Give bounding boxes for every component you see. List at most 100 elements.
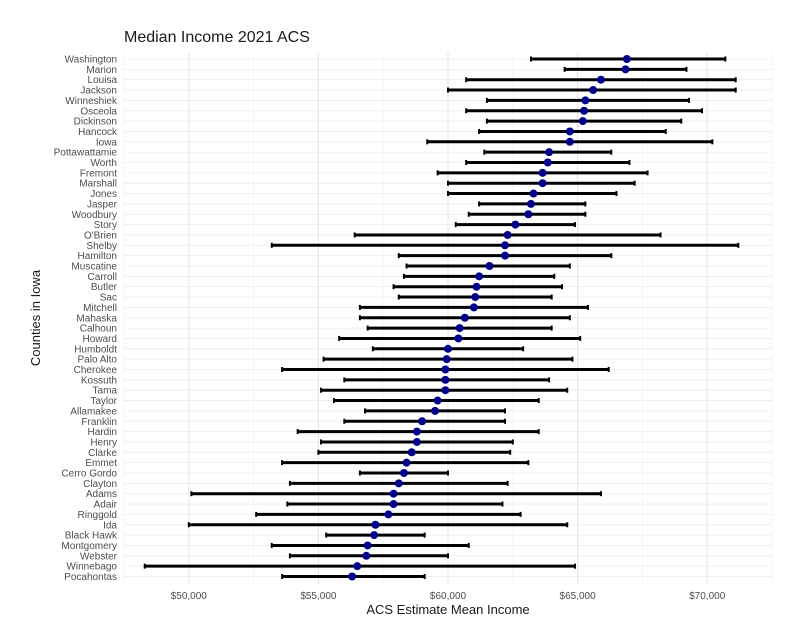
x-tick-label: $60,000 [430, 591, 467, 602]
y-tick-label: Marion [86, 65, 117, 76]
x-tick-labels: $50,000 $55,000 $60,000 $65,000 $70,000 [171, 591, 726, 602]
data-point [384, 510, 393, 519]
y-tick-labels: WashingtonMarionLouisaJacksonWinneshiekO… [54, 55, 118, 584]
y-tick-label: Black Hawk [65, 531, 118, 542]
data-point [412, 427, 421, 436]
y-tick-label: Cherokee [74, 365, 118, 376]
data-point [581, 96, 590, 105]
data-point [433, 396, 442, 405]
y-tick-label: O'Brien [84, 230, 117, 241]
y-tick-label: Hamilton [78, 251, 117, 262]
data-point [418, 417, 427, 426]
data-point [460, 313, 469, 322]
y-tick-label: Webster [80, 551, 118, 562]
x-tick-label: $55,000 [300, 591, 337, 602]
x-tick-label: $70,000 [689, 591, 726, 602]
data-point [441, 386, 450, 395]
y-tick-label: Hancock [78, 127, 118, 138]
data-point [529, 189, 538, 198]
y-tick-label: Fremont [80, 168, 117, 179]
x-tick-label: $65,000 [560, 591, 597, 602]
y-tick-label: Henry [90, 437, 117, 448]
y-tick-label: Iowa [96, 137, 118, 148]
data-point [578, 117, 587, 126]
y-tick-label: Shelby [86, 241, 117, 252]
y-tick-label: Cerro Gordo [61, 469, 117, 480]
y-tick-label: Worth [91, 158, 118, 169]
data-point [442, 355, 451, 364]
y-tick-label: Washington [65, 55, 117, 66]
data-point [543, 158, 552, 167]
y-tick-label: Ringgold [78, 510, 117, 521]
data-point [526, 199, 535, 208]
y-tick-label: Jones [90, 189, 117, 200]
data-point [412, 437, 421, 446]
data-point [389, 489, 398, 498]
y-tick-label: Dickinson [74, 117, 117, 128]
y-tick-label: Adair [94, 500, 118, 511]
data-point [444, 344, 452, 353]
data-point [472, 282, 481, 291]
y-tick-label: Montgomery [61, 541, 117, 552]
y-tick-label: Kossuth [81, 375, 117, 386]
data-point [371, 520, 380, 529]
y-tick-label: Woodbury [72, 210, 117, 221]
data-point [622, 55, 631, 63]
y-tick-label: Pocahontas [64, 572, 117, 583]
data-point [524, 210, 533, 219]
data-point [545, 148, 554, 157]
data-point [565, 127, 574, 136]
y-tick-label: Mahaska [76, 313, 117, 324]
y-tick-label: Clarke [88, 448, 117, 459]
data-point [580, 106, 589, 115]
data-point [501, 241, 510, 250]
x-tick-label: $50,000 [171, 591, 208, 602]
y-tick-label: Carroll [88, 272, 117, 283]
y-tick-label: Osceola [80, 106, 117, 117]
data-point [431, 406, 440, 415]
data-point [475, 272, 484, 281]
y-tick-label: Humboldt [74, 344, 117, 355]
data-point [362, 551, 371, 560]
x-axis-title: ACS Estimate Mean Income [366, 602, 529, 617]
y-axis-title: Counties in Iowa [28, 269, 43, 366]
data-point [363, 541, 372, 550]
y-tick-label: Franklin [81, 417, 117, 428]
data-point [538, 179, 547, 188]
y-tick-label: Emmet [85, 458, 117, 469]
y-tick-label: Tama [93, 386, 118, 397]
y-tick-label: Calhoun [80, 324, 117, 335]
data-point [454, 334, 463, 343]
chart-title: Median Income 2021 ACS [124, 29, 310, 46]
points [348, 55, 631, 581]
y-tick-label: Taylor [90, 396, 117, 407]
data-point [469, 303, 478, 312]
data-point [501, 251, 510, 260]
data-point [471, 293, 480, 302]
y-tick-label: Sac [100, 293, 117, 304]
data-point [402, 458, 411, 467]
data-point [353, 562, 362, 571]
y-tick-label: Hardin [88, 427, 117, 438]
y-tick-label: Jackson [80, 86, 117, 97]
data-point [370, 531, 379, 540]
y-tick-label: Winnebago [66, 562, 117, 573]
data-point [589, 86, 598, 95]
data-point [441, 375, 450, 384]
y-tick-label: Jasper [87, 199, 118, 210]
y-tick-label: Pottawattamie [54, 148, 118, 159]
data-point [596, 75, 605, 84]
y-tick-label: Clayton [83, 479, 117, 490]
y-tick-label: Howard [83, 334, 117, 345]
data-point [565, 137, 574, 146]
data-point [441, 365, 450, 374]
data-point [389, 500, 398, 509]
data-point [348, 572, 357, 581]
y-tick-label: Adams [86, 489, 117, 500]
y-tick-label: Palo Alto [78, 355, 118, 366]
y-tick-label: Marshall [79, 179, 117, 190]
data-point [399, 469, 408, 477]
data-point [503, 230, 512, 239]
